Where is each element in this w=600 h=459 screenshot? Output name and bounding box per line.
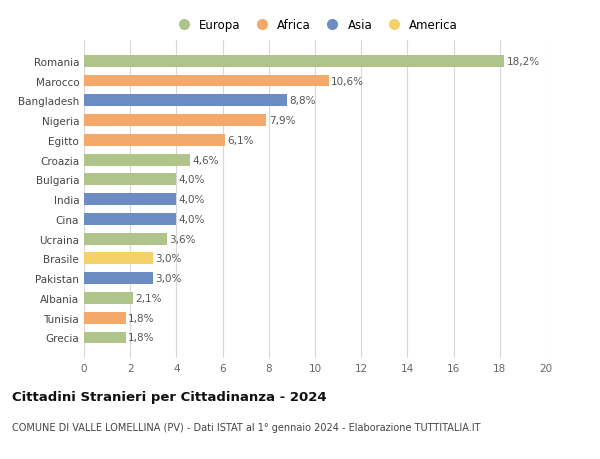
Bar [84, 115, 266, 127]
Bar [84, 194, 176, 206]
Text: 4,0%: 4,0% [179, 175, 205, 185]
Text: 4,0%: 4,0% [179, 195, 205, 205]
Bar [84, 56, 505, 67]
Bar [84, 233, 167, 245]
Bar [84, 273, 154, 285]
Text: 3,0%: 3,0% [155, 274, 182, 284]
Text: 18,2%: 18,2% [507, 56, 540, 67]
Text: 4,6%: 4,6% [193, 155, 219, 165]
Bar [84, 95, 287, 107]
Text: 10,6%: 10,6% [331, 76, 364, 86]
Text: 7,9%: 7,9% [269, 116, 295, 126]
Bar [84, 292, 133, 304]
Text: 4,0%: 4,0% [179, 214, 205, 224]
Bar [84, 174, 176, 186]
Bar [84, 154, 190, 166]
Text: 2,1%: 2,1% [135, 293, 161, 303]
Bar [84, 75, 329, 87]
Bar [84, 134, 225, 146]
Text: Cittadini Stranieri per Cittadinanza - 2024: Cittadini Stranieri per Cittadinanza - 2… [12, 390, 326, 403]
Text: 3,0%: 3,0% [155, 254, 182, 264]
Text: 8,8%: 8,8% [290, 96, 316, 106]
Text: COMUNE DI VALLE LOMELLINA (PV) - Dati ISTAT al 1° gennaio 2024 - Elaborazione TU: COMUNE DI VALLE LOMELLINA (PV) - Dati IS… [12, 422, 481, 432]
Bar [84, 312, 125, 324]
Legend: Europa, Africa, Asia, America: Europa, Africa, Asia, America [169, 16, 461, 35]
Bar [84, 253, 154, 265]
Text: 1,8%: 1,8% [128, 313, 154, 323]
Text: 1,8%: 1,8% [128, 333, 154, 343]
Bar [84, 332, 125, 344]
Text: 6,1%: 6,1% [227, 135, 254, 146]
Text: 3,6%: 3,6% [169, 234, 196, 244]
Bar [84, 213, 176, 225]
